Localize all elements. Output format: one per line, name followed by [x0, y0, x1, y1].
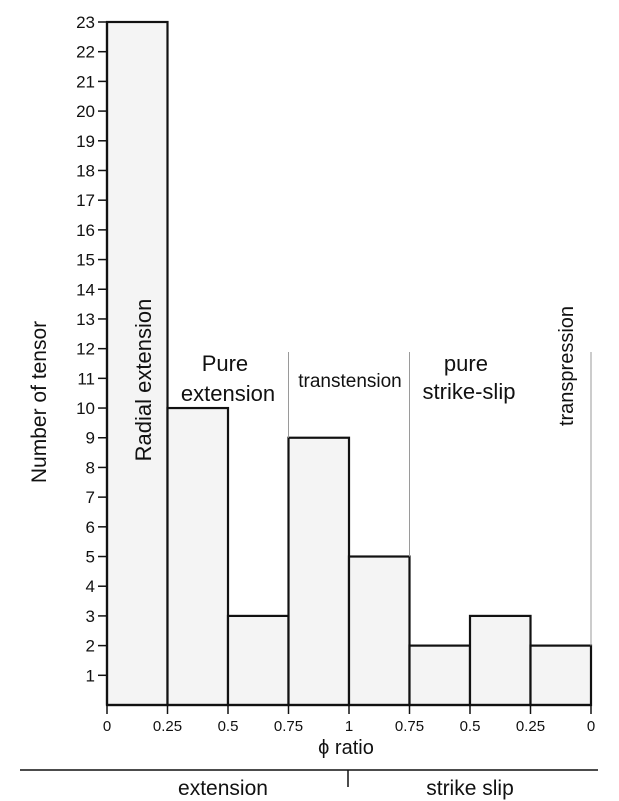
x-axis-label: ϕ ratio [318, 737, 374, 759]
y-tick-label-1: 1 [86, 666, 95, 685]
y-tick-label-12: 12 [76, 340, 95, 359]
y-tick-label-11: 11 [77, 369, 95, 388]
y-tick-label-9: 9 [86, 429, 95, 448]
y-tick-label-6: 6 [86, 518, 95, 537]
y-tick-label-5: 5 [86, 548, 95, 567]
bar-4 [347, 555, 411, 707]
regime-label-transpression: transpression [556, 306, 578, 426]
x-tick-label-2: 0.5 [218, 718, 239, 735]
y-tick-label-20: 20 [76, 102, 95, 121]
bar-6 [468, 614, 532, 707]
regime-dividers [288, 352, 592, 646]
x-tick-label-8: 0 [587, 718, 595, 735]
regime-label-radial-extension: Radial extension [131, 299, 156, 462]
y-tick-label-13: 13 [76, 310, 95, 329]
bar-0 [105, 20, 169, 707]
x-tick-label-0: 0 [103, 718, 111, 735]
y-tick-label-4: 4 [86, 577, 95, 596]
y-tick-label-18: 18 [76, 161, 95, 180]
y-tick-label-3: 3 [86, 607, 95, 626]
y-tick-label-19: 19 [76, 132, 95, 151]
y-tick-label-14: 14 [76, 280, 95, 299]
x-tick-label-7: 0.25 [516, 718, 545, 735]
x-tick-label-1: 0.25 [153, 718, 182, 735]
bar-3 [287, 436, 351, 707]
y-tick-label-22: 22 [76, 43, 95, 62]
regime-label-pure-extension-line1: Pure [202, 351, 248, 376]
y-tick-label-17: 17 [76, 191, 95, 210]
y-tick-label-16: 16 [76, 221, 95, 240]
x-tick-label-5: 0.75 [395, 718, 424, 735]
bars-layer [105, 20, 593, 707]
regime-label-pure-strike-slip-line1: pure [444, 351, 488, 376]
x-tick-label-6: 0.5 [460, 718, 481, 735]
y-tick-label-21: 21 [76, 72, 95, 91]
x-tick-label-4: 1 [345, 718, 353, 735]
regime-group-extension: extension [178, 777, 268, 800]
y-tick-label-8: 8 [86, 458, 95, 477]
regime-label-pure-strike-slip-line2: strike-slip [423, 379, 516, 404]
y-tick-label-15: 15 [76, 251, 95, 270]
bar-1 [166, 406, 230, 707]
bar-5 [408, 644, 472, 707]
regime-label-pure-strike-slip: pure strike-slip [423, 351, 516, 404]
y-tick-label-2: 2 [86, 637, 95, 656]
regime-label-transtension: transtension [298, 371, 402, 392]
regime-label-pure-extension-line2: extension [181, 381, 275, 406]
regime-label-pure-extension: Pure extension [181, 351, 275, 406]
y-tick-label-7: 7 [86, 488, 95, 507]
y-tick-label-23: 23 [76, 13, 95, 32]
regime-group-strike-slip: strike slip [426, 777, 514, 800]
x-tick-label-3: 0.75 [274, 718, 303, 735]
y-axis-label: Number of tensor [28, 321, 51, 483]
labels-layer: Number of tensor ϕ ratio Radial extensio… [20, 299, 598, 800]
bar-7 [529, 644, 593, 707]
y-tick-label-10: 10 [76, 399, 95, 418]
bar-2 [226, 614, 290, 707]
